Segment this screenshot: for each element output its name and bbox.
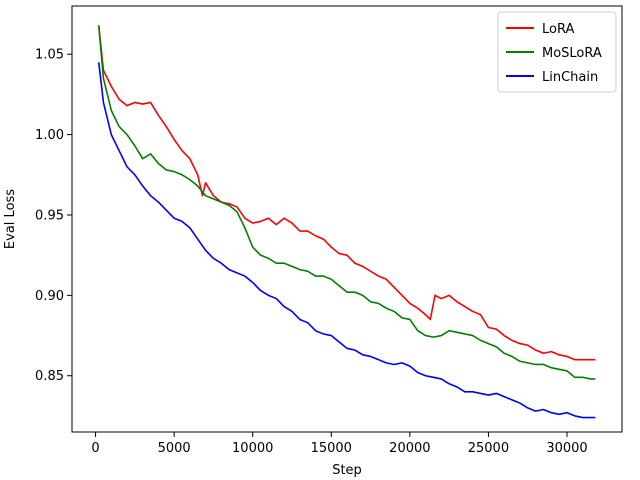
- x-tick-label: 20000: [389, 441, 430, 456]
- axes-frame: [71, 5, 623, 433]
- y-tick-label: 0.85: [35, 369, 64, 384]
- series-layer: [97, 25, 596, 419]
- y-tick-label: 1.00: [35, 128, 64, 143]
- x-tick-label: 15000: [311, 441, 352, 456]
- y-tick-label: 0.90: [35, 289, 64, 304]
- x-tick-label: 10000: [232, 441, 273, 456]
- legend-label-lora: LoRA: [542, 22, 574, 37]
- series-line-lora: [97, 25, 596, 361]
- x-tick-label: 0: [91, 441, 99, 456]
- y-tick-label: 0.95: [35, 208, 64, 223]
- legend-label-moslora: MoSLoRA: [542, 46, 602, 61]
- x-tick-label: 25000: [468, 441, 509, 456]
- legend-box: [497, 11, 617, 93]
- y-tick-label: 1.05: [35, 48, 64, 63]
- x-tick-label: 5000: [158, 441, 191, 456]
- series-line-moslora: [97, 25, 596, 380]
- x-axis-label: Step: [332, 463, 362, 478]
- axes-layer: 0 5000 10000 15000 20000 25000 30000 0.85 0.90 0.…: [3, 5, 623, 478]
- legend-label-linchain: LinChain: [542, 70, 598, 85]
- y-axis-label: Eval Loss: [3, 189, 18, 249]
- x-tick-label: 30000: [546, 441, 587, 456]
- legend: LoRA MoSLoRA LinChain: [497, 11, 617, 93]
- series-line-linchain: [97, 62, 596, 419]
